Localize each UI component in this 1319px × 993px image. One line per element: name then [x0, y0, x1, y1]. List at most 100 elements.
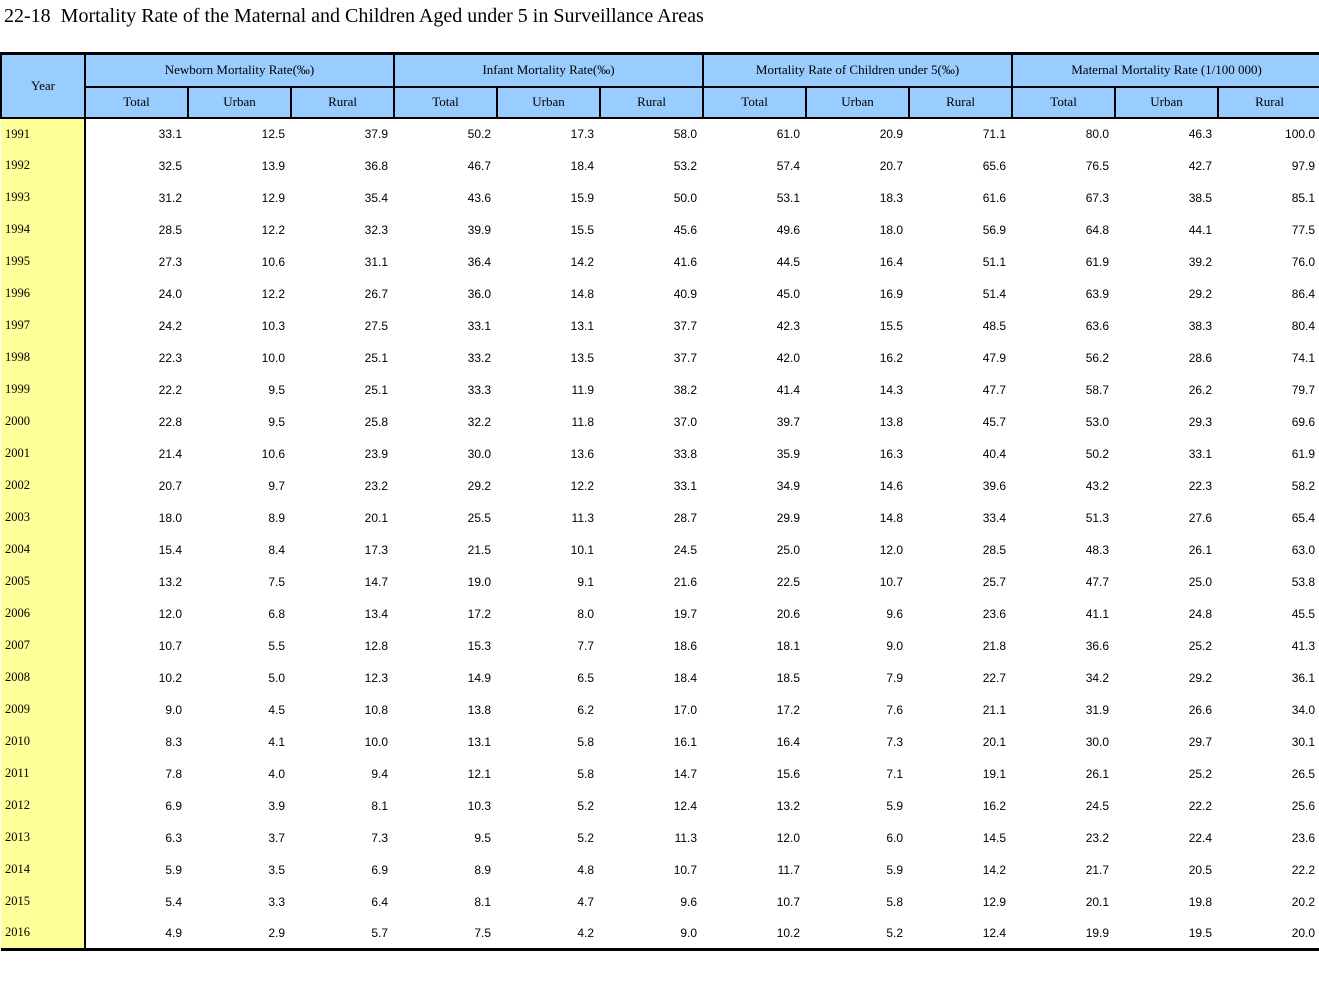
value-cell: 65.4 — [1218, 501, 1319, 534]
value-cell: 13.4 — [291, 597, 395, 630]
value-cell: 53.2 — [600, 149, 704, 182]
year-cell: 1995 — [1, 245, 86, 278]
value-cell: 14.7 — [600, 757, 704, 790]
value-cell: 46.3 — [1115, 117, 1219, 150]
value-cell: 25.1 — [291, 373, 395, 406]
year-cell: 1991 — [1, 117, 86, 150]
value-cell: 10.7 — [703, 885, 807, 918]
value-cell: 28.5 — [85, 213, 188, 246]
value-cell: 23.2 — [1012, 821, 1116, 854]
table-row: 2002 20.7 9.7 23.2 29.2 12.2 33.1 34.9 14.6 39.6 4… — [1, 469, 1319, 502]
value-cell: 31.2 — [85, 181, 188, 214]
value-cell: 13.1 — [497, 309, 601, 342]
value-cell: 37.7 — [600, 341, 704, 374]
value-cell: 4.5 — [188, 693, 291, 726]
table-row: 1995 27.3 10.6 31.1 36.4 14.2 41.6 44.5 16.4 51.1… — [1, 245, 1319, 278]
value-cell: 5.8 — [806, 885, 910, 918]
value-cell: 18.5 — [703, 661, 807, 694]
value-cell: 12.3 — [291, 661, 395, 694]
table-row: 2013 6.3 3.7 7.3 9.5 5.2 11.3 12.0 6.0 14.5 23.2 22… — [1, 821, 1319, 854]
year-cell: 1993 — [1, 181, 86, 214]
table-row: 1999 22.2 9.5 25.1 33.3 11.9 38.2 41.4 14.3 47.7 5… — [1, 373, 1319, 406]
year-cell: 1999 — [1, 373, 86, 406]
year-column-header: Year — [0, 52, 86, 119]
value-cell: 5.2 — [497, 821, 601, 854]
table-row: 1991 33.1 12.5 37.9 50.2 17.3 58.0 61.0 20.9 71.1… — [1, 117, 1319, 150]
value-cell: 19.1 — [909, 757, 1013, 790]
value-cell: 23.6 — [1218, 821, 1319, 854]
year-cell: 1998 — [1, 341, 86, 374]
value-cell: 6.9 — [85, 789, 188, 822]
value-cell: 26.5 — [1218, 757, 1319, 790]
value-cell: 12.8 — [291, 629, 395, 662]
value-cell: 61.9 — [1218, 437, 1319, 470]
value-cell: 15.6 — [703, 757, 807, 790]
year-cell: 2014 — [1, 853, 86, 886]
value-cell: 14.8 — [497, 277, 601, 310]
value-cell: 41.1 — [1012, 597, 1116, 630]
value-cell: 14.8 — [806, 501, 910, 534]
value-cell: 46.7 — [394, 149, 498, 182]
value-cell: 20.6 — [703, 597, 807, 630]
value-cell: 5.8 — [497, 757, 601, 790]
value-cell: 24.0 — [85, 277, 188, 310]
value-cell: 80.4 — [1218, 309, 1319, 342]
value-cell: 10.0 — [291, 725, 395, 758]
table-row: 1997 24.2 10.3 27.5 33.1 13.1 37.7 42.3 15.5 48.5… — [1, 309, 1319, 342]
value-cell: 10.7 — [85, 629, 188, 662]
value-cell: 41.4 — [703, 373, 807, 406]
value-cell: 9.6 — [600, 885, 704, 918]
value-cell: 7.5 — [188, 565, 291, 598]
value-cell: 51.4 — [909, 277, 1013, 310]
value-cell: 20.5 — [1115, 853, 1219, 886]
value-cell: 5.5 — [188, 629, 291, 662]
value-cell: 5.9 — [85, 853, 188, 886]
value-cell: 7.9 — [806, 661, 910, 694]
value-cell: 71.1 — [909, 117, 1013, 150]
value-cell: 5.9 — [806, 853, 910, 886]
value-cell: 27.3 — [85, 245, 188, 278]
value-cell: 27.5 — [291, 309, 395, 342]
value-cell: 10.2 — [703, 917, 807, 950]
value-cell: 10.1 — [497, 533, 601, 566]
value-cell: 16.2 — [806, 341, 910, 374]
value-cell: 77.5 — [1218, 213, 1319, 246]
value-cell: 18.4 — [600, 661, 704, 694]
year-cell: 2008 — [1, 661, 86, 694]
value-cell: 13.9 — [188, 149, 291, 182]
value-cell: 20.0 — [1218, 917, 1319, 950]
table-row: 1996 24.0 12.2 26.7 36.0 14.8 40.9 45.0 16.9 51.4… — [1, 277, 1319, 310]
year-cell: 2003 — [1, 501, 86, 534]
value-cell: 29.2 — [1115, 661, 1219, 694]
value-cell: 18.6 — [600, 629, 704, 662]
value-cell: 29.7 — [1115, 725, 1219, 758]
value-cell: 56.2 — [1012, 341, 1116, 374]
sub-header-infant-total: Total — [393, 85, 499, 119]
value-cell: 33.2 — [394, 341, 498, 374]
value-cell: 65.6 — [909, 149, 1013, 182]
value-cell: 25.0 — [703, 533, 807, 566]
value-cell: 18.3 — [806, 181, 910, 214]
value-cell: 11.9 — [497, 373, 601, 406]
value-cell: 64.8 — [1012, 213, 1116, 246]
value-cell: 36.6 — [1012, 629, 1116, 662]
value-cell: 36.0 — [394, 277, 498, 310]
value-cell: 47.7 — [1012, 565, 1116, 598]
year-cell: 2010 — [1, 725, 86, 758]
value-cell: 10.0 — [188, 341, 291, 374]
value-cell: 12.0 — [85, 597, 188, 630]
table-row: 2016 4.9 2.9 5.7 7.5 4.2 9.0 10.2 5.2 12.4 19.9 19.… — [1, 917, 1319, 950]
value-cell: 22.2 — [1218, 853, 1319, 886]
value-cell: 10.3 — [394, 789, 498, 822]
value-cell: 36.8 — [291, 149, 395, 182]
value-cell: 58.7 — [1012, 373, 1116, 406]
value-cell: 12.0 — [806, 533, 910, 566]
table-body: 1991 33.1 12.5 37.9 50.2 17.3 58.0 61.0 20.9 71.1… — [1, 117, 1319, 950]
value-cell: 12.9 — [909, 885, 1013, 918]
value-cell: 22.2 — [1115, 789, 1219, 822]
value-cell: 79.7 — [1218, 373, 1319, 406]
value-cell: 25.0 — [1115, 565, 1219, 598]
value-cell: 6.0 — [806, 821, 910, 854]
value-cell: 12.9 — [188, 181, 291, 214]
value-cell: 23.9 — [291, 437, 395, 470]
